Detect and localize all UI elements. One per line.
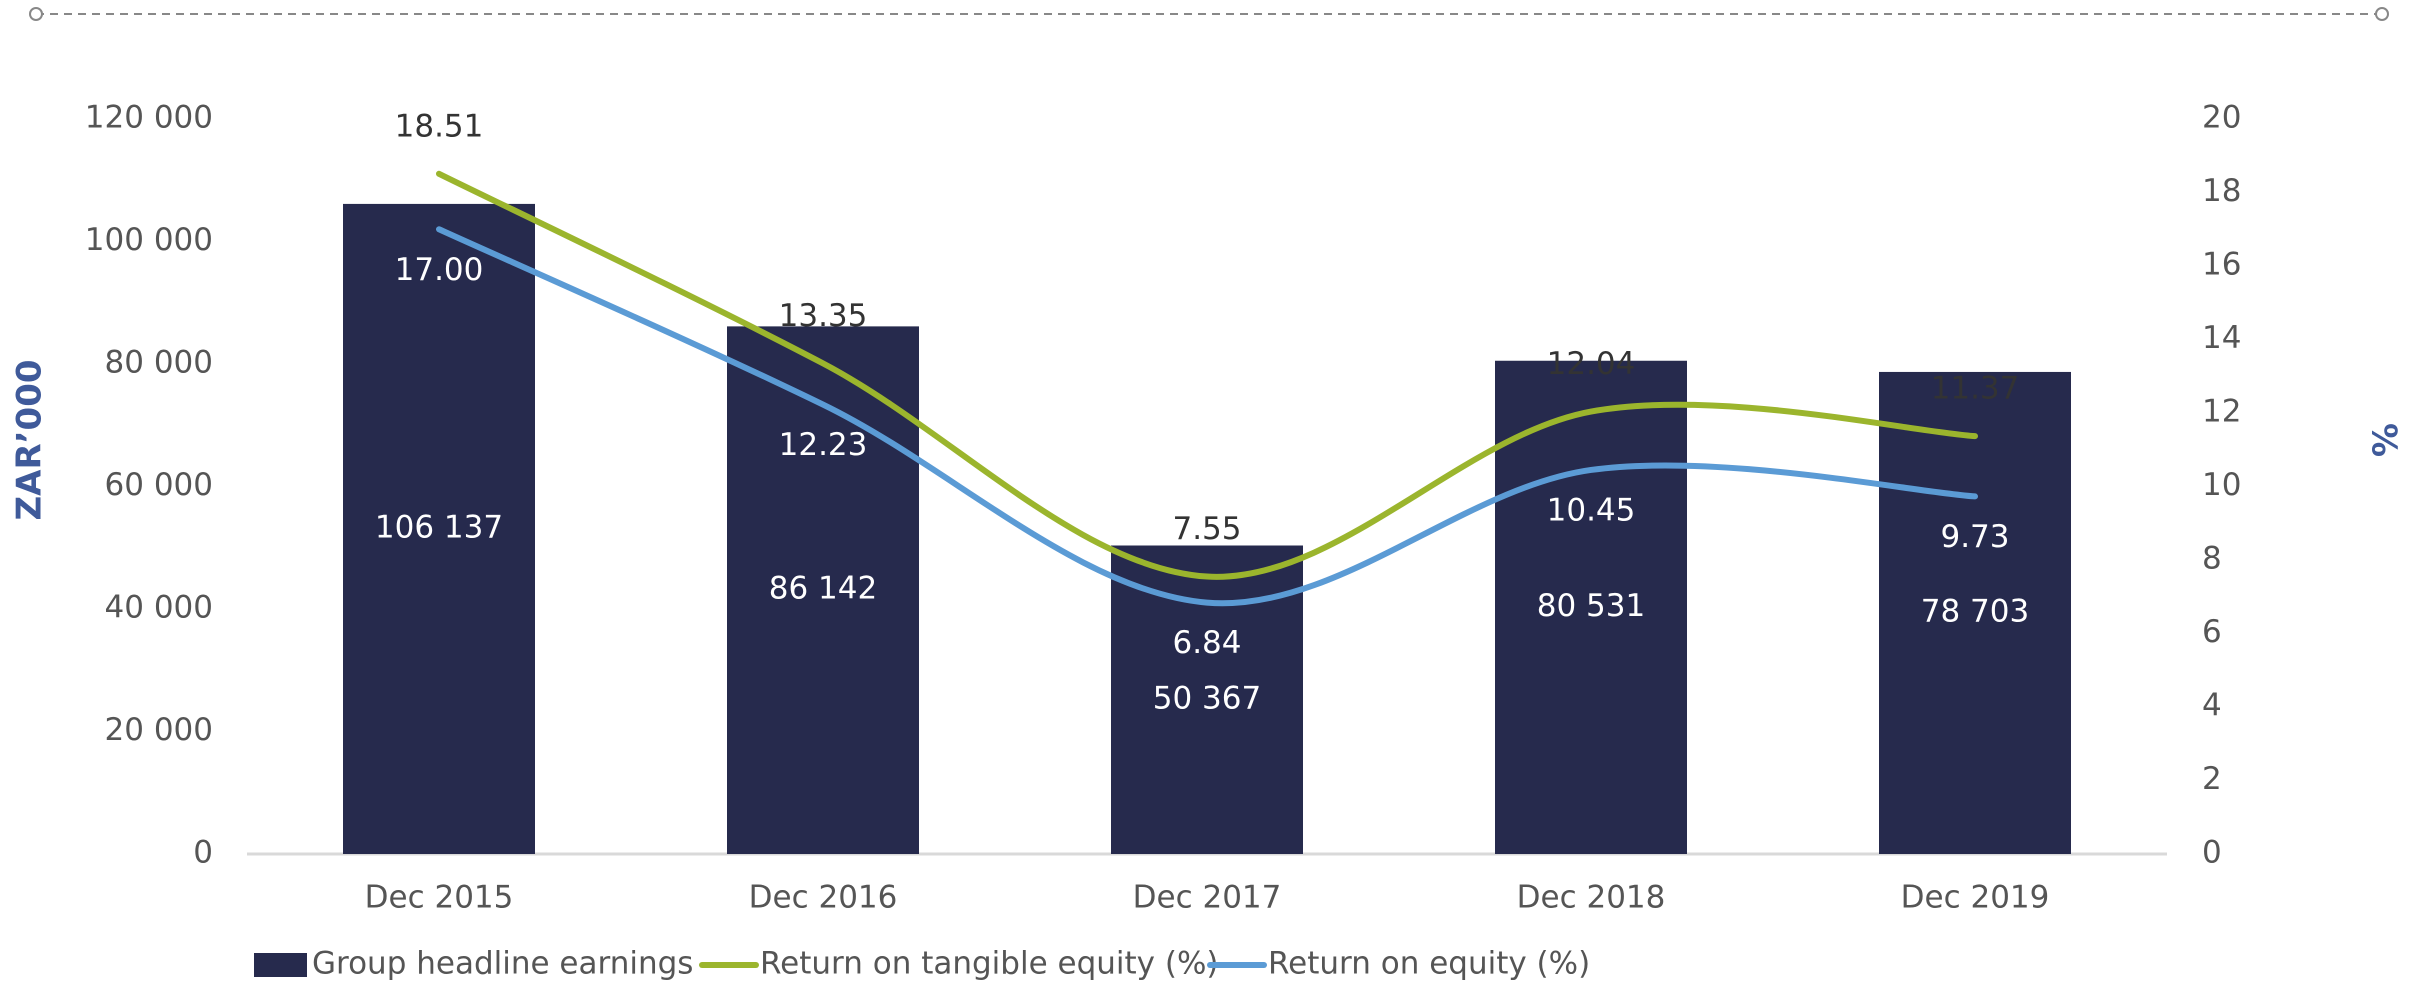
bar-label: 50 367 [1153, 680, 1261, 716]
line [436, 226, 1978, 607]
legend-label: Return on equity (%) [1268, 946, 1590, 982]
y2-tick-label: 12 [2202, 394, 2241, 430]
bar [1879, 371, 2071, 854]
line-label: 11.37 [1931, 371, 2020, 407]
y2-tick-label: 20 [2202, 100, 2241, 136]
y-tick-label: 20 000 [105, 712, 213, 748]
line-label: 10.45 [1547, 492, 1636, 528]
line [436, 170, 1978, 580]
y-tick-label: 80 000 [105, 345, 213, 381]
y-tick-label: 120 000 [85, 100, 213, 136]
y2-tick-label: 14 [2202, 320, 2241, 356]
line-label: 13.35 [779, 298, 868, 334]
bar [727, 326, 919, 854]
y2-axis-title: % [2364, 423, 2404, 457]
x-tick-label: Dec 2018 [1517, 880, 1666, 916]
x-tick-label: Dec 2015 [365, 880, 514, 916]
x-tick-label: Dec 2017 [1133, 880, 1282, 916]
y2-tick-label: 18 [2202, 173, 2241, 209]
line-label: 7.55 [1172, 511, 1241, 547]
y-tick-label: 100 000 [85, 222, 213, 258]
bar [343, 203, 535, 854]
line-label: 18.51 [395, 108, 484, 144]
line-label: 12.04 [1547, 346, 1636, 382]
line-label: 6.84 [1172, 625, 1241, 661]
line-label: 17.00 [395, 252, 484, 288]
bar-label: 80 531 [1537, 588, 1645, 624]
x-tick-label: Dec 2016 [749, 880, 898, 916]
y2-tick-label: 0 [2202, 835, 2222, 871]
y2-tick-label: 10 [2202, 467, 2241, 503]
y2-tick-label: 16 [2202, 247, 2241, 283]
bar-label: 86 142 [769, 571, 877, 607]
bar-label: 78 703 [1921, 593, 2029, 629]
x-tick-label: Dec 2019 [1901, 880, 2050, 916]
legend-label: Group headline earnings [312, 946, 693, 982]
y2-tick-label: 8 [2202, 541, 2222, 577]
line-label: 12.23 [779, 427, 868, 463]
rule-end [2375, 7, 2389, 21]
y-tick-label: 40 000 [105, 590, 213, 626]
y2-tick-label: 2 [2202, 761, 2222, 797]
bar [1495, 360, 1687, 854]
y2-tick-label: 4 [2202, 688, 2222, 724]
y-tick-label: 0 [193, 835, 213, 871]
legend-swatch [254, 953, 307, 977]
rule-end [29, 7, 43, 21]
y-tick-label: 60 000 [105, 467, 213, 503]
y2-tick-label: 6 [2202, 614, 2222, 650]
line-label: 9.73 [1940, 519, 2009, 555]
legend-label: Return on tangible equity (%) [760, 946, 1219, 982]
y-axis-title: ZAR’000 [10, 359, 50, 520]
bar-label: 106 137 [375, 509, 503, 545]
